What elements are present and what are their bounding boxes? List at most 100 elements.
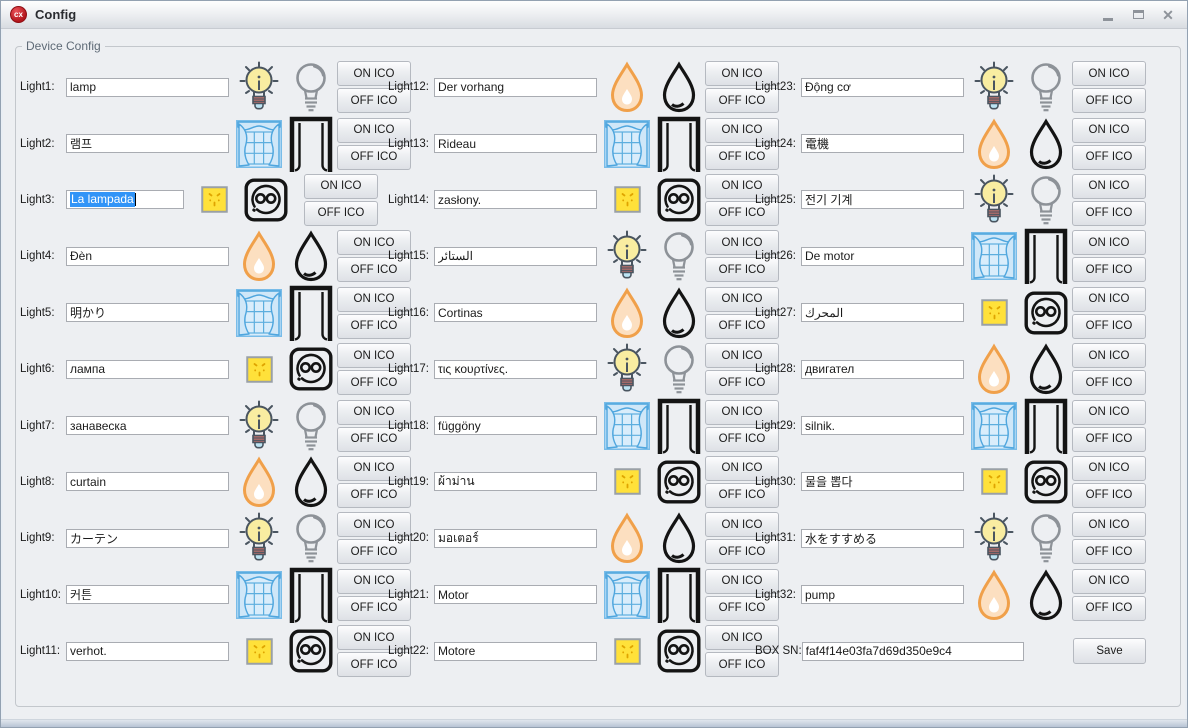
light-name-input[interactable] [801,303,964,323]
on-ico-button[interactable]: ON ICO [337,343,411,369]
light-name-input[interactable] [801,472,964,492]
light-name-input[interactable] [66,528,229,548]
on-ico-button[interactable]: ON ICO [1072,399,1146,425]
minimize-icon[interactable] [1101,9,1115,21]
off-ico-button[interactable]: OFF ICO [337,313,411,339]
off-ico-button[interactable]: OFF ICO [337,482,411,508]
on-ico-button[interactable]: ON ICO [705,512,779,538]
off-ico-button[interactable]: OFF ICO [705,652,779,678]
on-ico-button[interactable]: ON ICO [337,117,411,143]
off-ico-button[interactable]: OFF ICO [337,88,411,114]
off-ico-button[interactable]: OFF ICO [1072,313,1146,339]
box-sn-input[interactable] [801,641,1024,661]
light-name-input[interactable] [801,528,964,548]
light-name-input[interactable] [434,359,597,379]
on-ico-button[interactable]: ON ICO [1072,230,1146,256]
on-ico-button[interactable]: ON ICO [337,512,411,538]
on-ico-button[interactable]: ON ICO [1072,117,1146,143]
off-ico-button[interactable]: OFF ICO [337,652,411,678]
on-ico-button[interactable]: ON ICO [1072,286,1146,312]
light-name-input[interactable] [66,641,229,661]
on-ico-button[interactable]: ON ICO [705,625,779,651]
off-ico-button[interactable]: OFF ICO [705,482,779,508]
off-ico-button[interactable]: OFF ICO [1072,539,1146,565]
off-ico-button[interactable]: OFF ICO [304,200,378,226]
off-ico-button[interactable]: OFF ICO [337,539,411,565]
off-ico-button[interactable]: OFF ICO [1072,482,1146,508]
light-name-input[interactable] [66,246,229,266]
off-ico-button[interactable]: OFF ICO [705,595,779,621]
off-ico-button[interactable]: OFF ICO [1072,200,1146,226]
light-name-input[interactable] [434,641,597,661]
on-ico-button[interactable]: ON ICO [337,568,411,594]
close-icon[interactable]: ✕ [1162,6,1174,23]
off-ico-button[interactable]: OFF ICO [337,426,411,452]
on-ico-button[interactable]: ON ICO [337,625,411,651]
maximize-icon[interactable] [1131,9,1145,21]
light-name-input[interactable] [434,246,597,266]
off-ico-button[interactable]: OFF ICO [337,370,411,396]
on-ico-button[interactable]: ON ICO [705,61,779,87]
on-ico-button[interactable]: ON ICO [1072,173,1146,199]
off-ico-button[interactable]: OFF ICO [337,595,411,621]
off-ico-button[interactable]: OFF ICO [1072,144,1146,170]
off-ico-button[interactable]: OFF ICO [1072,370,1146,396]
off-ico-button[interactable]: OFF ICO [337,257,411,283]
light-name-input[interactable] [801,246,964,266]
on-ico-button[interactable]: ON ICO [705,399,779,425]
off-ico-button[interactable]: OFF ICO [705,426,779,452]
on-ico-button[interactable]: ON ICO [705,173,779,199]
off-ico-button[interactable]: OFF ICO [337,144,411,170]
off-ico-button[interactable]: OFF ICO [705,313,779,339]
on-ico-button[interactable]: ON ICO [1072,512,1146,538]
light-name-input[interactable] [434,585,597,605]
light-name-input[interactable] [801,416,964,436]
on-ico-button[interactable]: ON ICO [337,230,411,256]
on-ico-button[interactable]: ON ICO [1072,455,1146,481]
light-name-input[interactable] [434,472,597,492]
light-name-input[interactable] [66,359,229,379]
off-ico-button[interactable]: OFF ICO [705,257,779,283]
on-ico-button[interactable]: ON ICO [705,230,779,256]
off-ico-button[interactable]: OFF ICO [1072,595,1146,621]
light-name-input[interactable] [66,303,229,323]
on-ico-button[interactable]: ON ICO [705,455,779,481]
on-ico-button[interactable]: ON ICO [705,117,779,143]
off-ico-button[interactable]: OFF ICO [705,539,779,565]
off-ico-button[interactable]: OFF ICO [1072,426,1146,452]
on-ico-button[interactable]: ON ICO [1072,568,1146,594]
on-ico-button[interactable]: ON ICO [337,455,411,481]
light-name-input[interactable] [801,585,964,605]
off-ico-button[interactable]: OFF ICO [1072,257,1146,283]
light-name-input[interactable] [434,134,597,154]
light-name-input[interactable] [434,77,597,97]
on-ico-button[interactable]: ON ICO [337,399,411,425]
light-name-input[interactable] [801,77,964,97]
on-ico-button[interactable]: ON ICO [1072,61,1146,87]
on-ico-button[interactable]: ON ICO [705,286,779,312]
on-ico-button[interactable]: ON ICO [1072,343,1146,369]
light-name-input[interactable]: La lampada [66,190,184,210]
off-ico-button[interactable]: OFF ICO [705,370,779,396]
light-name-input[interactable] [66,416,229,436]
on-ico-button[interactable]: ON ICO [705,343,779,369]
off-ico-button[interactable]: OFF ICO [1072,88,1146,114]
light-name-input[interactable] [66,77,229,97]
light-name-input[interactable] [434,190,597,210]
light-name-input[interactable] [434,416,597,436]
light-name-input[interactable] [434,528,597,548]
light-name-input[interactable] [801,190,964,210]
save-button[interactable]: Save [1073,638,1146,665]
off-ico-button[interactable]: OFF ICO [705,88,779,114]
on-ico-button[interactable]: ON ICO [337,61,411,87]
light-name-input[interactable] [434,303,597,323]
on-ico-button[interactable]: ON ICO [304,173,378,199]
on-ico-button[interactable]: ON ICO [705,568,779,594]
on-ico-button[interactable]: ON ICO [337,286,411,312]
light-name-input[interactable] [66,585,229,605]
light-name-input[interactable] [66,134,229,154]
off-ico-button[interactable]: OFF ICO [705,144,779,170]
light-name-input[interactable] [801,359,964,379]
light-name-input[interactable] [66,472,229,492]
light-name-input[interactable] [801,134,964,154]
